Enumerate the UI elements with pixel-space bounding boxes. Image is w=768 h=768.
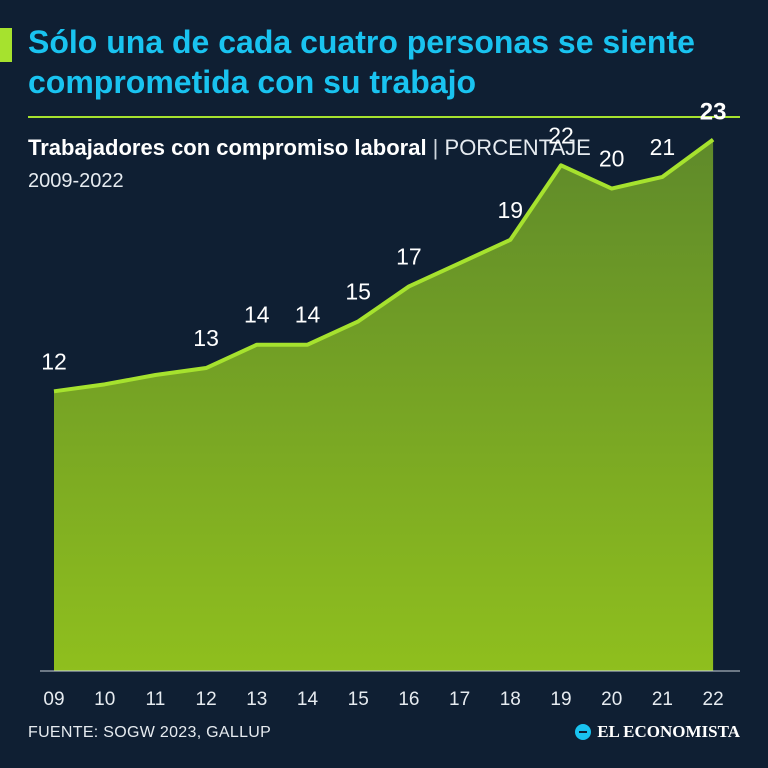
x-tick-label: 20 [601,689,622,710]
data-label: 23 [700,99,727,126]
headline: Sólo una de cada cuatro personas se sien… [28,24,695,100]
data-label: 22 [548,122,574,148]
x-tick-label: 22 [703,689,724,710]
data-label: 21 [650,134,676,160]
subtitle-separator: | [426,135,445,160]
data-label: 14 [295,302,321,328]
headline-accent-bar [0,28,12,62]
x-tick-label: 14 [297,689,319,710]
data-label: 20 [599,146,625,172]
x-tick-label: 19 [550,689,571,710]
data-label: 15 [345,278,371,304]
source-note: FUENTE: SOGW 2023, GALLUP [28,724,272,741]
x-tick-label: 13 [246,689,267,710]
data-label: 14 [244,302,270,328]
chart-period: 2009-2022 [28,170,124,192]
chart-subtitle: Trabajadores con compromiso laboral | PO… [28,134,758,162]
x-tick-label: 18 [500,689,521,710]
data-label: 12 [41,348,67,374]
chart-title: Trabajadores con compromiso laboral [28,135,427,160]
headline-divider [28,116,740,118]
x-tick-label: 21 [652,689,673,710]
x-tick-label: 17 [449,689,470,710]
x-tick-label: 12 [196,689,217,710]
brand-logo: EL ECONOMISTA [575,722,740,742]
x-tick-label: 16 [398,689,419,710]
data-label: 17 [396,243,422,269]
data-label: 19 [498,197,524,223]
data-label: 13 [193,325,219,351]
x-tick-label: 15 [348,689,369,710]
series-line [53,138,715,394]
brand-name: EL ECONOMISTA [597,722,740,741]
x-tick-label: 11 [146,689,166,710]
brand-mark-icon [575,724,592,740]
chart-unit: PORCENTAJE [444,135,591,160]
area-fill [54,139,714,671]
x-tick-label: 10 [94,689,115,710]
x-tick-label: 09 [43,689,64,710]
